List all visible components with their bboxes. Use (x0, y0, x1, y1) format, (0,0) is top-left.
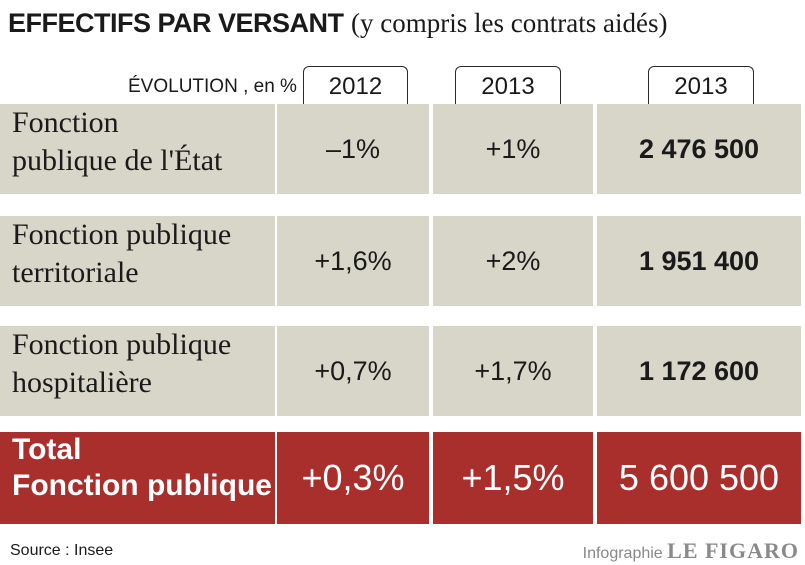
row-label: Fonction publique de l'État (0, 104, 275, 194)
credit: Infographie LE FIGARO (583, 538, 799, 564)
row-label-line2: publique de l'État (12, 144, 223, 177)
total-value-2012: +0,3% (277, 432, 429, 524)
title-subtitle: (y compris les contrats aidés) (351, 8, 668, 38)
row-label: Fonction publique hospitalière (0, 326, 275, 416)
value-2013: +2% (433, 216, 593, 306)
title-main: EFFECTIFS PAR VERSANT (8, 8, 344, 38)
row-label-line2: territoriale (12, 256, 139, 289)
value-2013: +1% (433, 104, 593, 194)
row-label-line1: Fonction (12, 106, 119, 139)
total-label-line2: Fonction publique (12, 469, 272, 502)
value-2012: –1% (277, 104, 429, 194)
value-2012: +0,7% (277, 326, 429, 416)
row-label-line1: Fonction publique (12, 328, 232, 361)
row-label-line2: hospitalière (12, 366, 152, 399)
brand-logo: LE FIGARO (667, 538, 799, 563)
total-value-total: 5 600 500 (597, 432, 801, 524)
column-header-2013-evolution: 2013 (455, 66, 561, 104)
value-total: 2 476 500 (597, 104, 801, 194)
column-header-2012: 2012 (303, 66, 408, 104)
source-note: Source : Insee (10, 542, 114, 559)
row-label: Fonction publique territoriale (0, 216, 275, 306)
value-2012: +1,6% (277, 216, 429, 306)
value-2013: +1,7% (433, 326, 593, 416)
value-total: 1 951 400 (597, 216, 801, 306)
row-label-line1: Fonction publique (12, 218, 232, 251)
chart-title: EFFECTIFS PAR VERSANT (y compris les con… (8, 8, 667, 39)
value-total: 1 172 600 (597, 326, 801, 416)
total-value-2013: +1,5% (433, 432, 593, 524)
total-label: Total Fonction publique (0, 432, 275, 524)
credit-label: Infographie (582, 545, 663, 562)
column-header-2013-total: 2013 (648, 66, 754, 104)
evolution-label: ÉVOLUTION , en % (128, 76, 297, 97)
total-label-line1: Total (12, 433, 82, 466)
